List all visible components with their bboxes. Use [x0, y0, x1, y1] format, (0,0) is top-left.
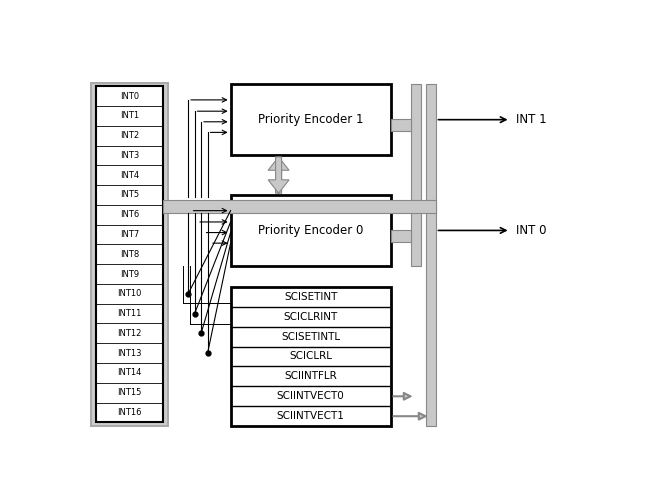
Text: INT15: INT15: [117, 388, 141, 397]
Bar: [411, 84, 421, 266]
Text: INT6: INT6: [120, 210, 139, 219]
Text: INT5: INT5: [120, 190, 139, 199]
Bar: [231, 195, 391, 266]
Bar: [95, 86, 163, 423]
Text: SCISETINTL: SCISETINTL: [281, 331, 340, 342]
Bar: [426, 84, 435, 426]
Text: Priority Encoder 1: Priority Encoder 1: [258, 113, 363, 126]
Text: INT 0: INT 0: [515, 224, 546, 237]
Text: INT0: INT0: [120, 92, 139, 101]
Text: INT14: INT14: [117, 369, 141, 377]
Text: INT12: INT12: [117, 329, 141, 338]
Text: INT16: INT16: [117, 408, 142, 417]
Bar: [92, 84, 166, 425]
Text: INT1: INT1: [120, 112, 139, 121]
Text: INT 1: INT 1: [515, 113, 546, 126]
Bar: [231, 84, 391, 155]
Text: INT13: INT13: [117, 349, 142, 358]
Text: INT3: INT3: [120, 151, 139, 160]
Text: Priority Encoder 0: Priority Encoder 0: [258, 224, 363, 237]
Text: SCICLRINT: SCICLRINT: [283, 311, 338, 321]
Text: INT7: INT7: [120, 230, 139, 239]
Bar: [391, 119, 411, 131]
FancyArrow shape: [268, 157, 289, 193]
Text: INT2: INT2: [120, 131, 139, 140]
Text: INT4: INT4: [120, 171, 139, 180]
Bar: [90, 82, 169, 427]
Text: INT9: INT9: [120, 269, 139, 279]
Text: INT11: INT11: [117, 309, 141, 318]
Text: SCIINTVECT1: SCIINTVECT1: [277, 411, 344, 421]
Bar: [231, 287, 391, 426]
Text: SCISETINT: SCISETINT: [284, 292, 337, 302]
Bar: [163, 200, 435, 213]
Text: SCIINTFLR: SCIINTFLR: [284, 372, 337, 381]
Text: SCIINTVECT0: SCIINTVECT0: [277, 391, 344, 401]
FancyArrow shape: [268, 157, 289, 193]
Bar: [391, 230, 411, 242]
Text: SCICLRL: SCICLRL: [289, 352, 332, 362]
Text: INT10: INT10: [117, 289, 141, 298]
Text: INT8: INT8: [120, 250, 139, 259]
